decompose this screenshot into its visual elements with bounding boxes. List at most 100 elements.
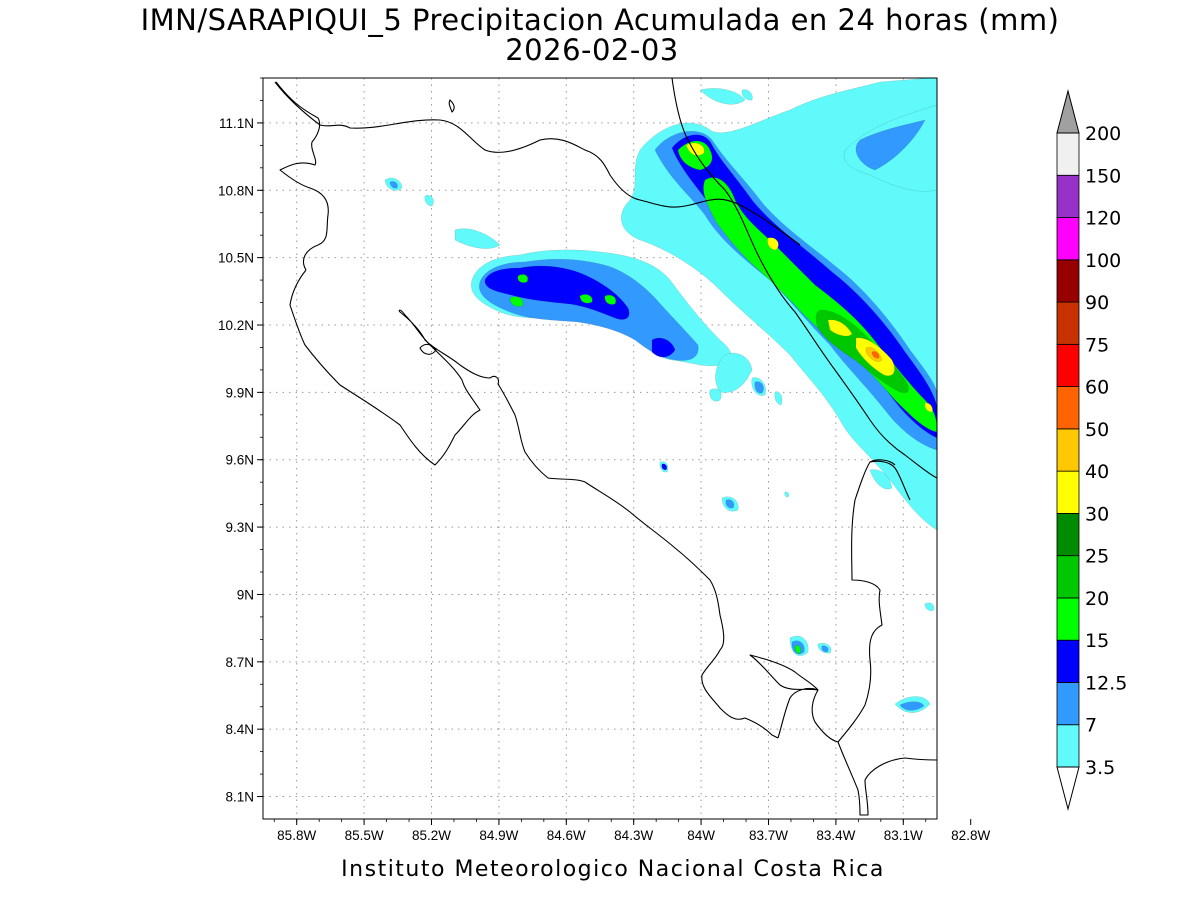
colorbar-swatch <box>1056 682 1080 726</box>
map-frame <box>262 77 938 820</box>
precip-band-3.5 <box>424 195 434 207</box>
precip-band-50 <box>871 351 880 359</box>
colorbar-swatch <box>1056 428 1080 472</box>
precip-band-3.5 <box>869 469 893 490</box>
precip-band-30 <box>924 402 933 413</box>
latitude-label: 10.2N <box>218 318 254 333</box>
colorbar-label: 7 <box>1085 715 1097 737</box>
colorbar-label: 200 <box>1085 123 1121 145</box>
precip-band-3.5 <box>709 388 722 402</box>
precip-band-15 <box>604 294 616 305</box>
precip-band-7 <box>725 499 735 509</box>
latitude-label: 11.1N <box>219 116 254 131</box>
colorbar-swatch <box>1056 597 1080 641</box>
precip-band-7 <box>754 381 764 394</box>
map-plot-area <box>263 78 937 819</box>
precip-band-30 <box>827 319 853 337</box>
precip-band-3.5 <box>924 602 935 611</box>
longitude-label: 83.1W <box>884 828 923 843</box>
latitude-label: 9.3N <box>225 520 254 535</box>
precip-band-15 <box>794 645 801 654</box>
colorbar-label: 12.5 <box>1085 672 1127 694</box>
longitude-label: 84.6W <box>547 828 586 843</box>
osa-peninsula <box>749 654 819 739</box>
precip-band-3.5 <box>715 352 753 393</box>
longitude-label: 84W <box>687 828 715 843</box>
colorbar-label: 3.5 <box>1085 757 1115 779</box>
precip-band-3.5 <box>699 88 746 105</box>
lake-outline <box>448 99 455 113</box>
precip-band-30 <box>685 142 705 156</box>
colorbar-label: 40 <box>1085 461 1109 483</box>
longitude-label: 84.9W <box>479 828 518 843</box>
precip-band-15 <box>517 274 528 283</box>
precipitation-field <box>384 78 937 713</box>
colorbar-label: 90 <box>1085 292 1109 314</box>
latitude-labels: 11.1N 10.8N 10.5N 10.2N 9.9N 9.6N 9.3N 9N 8.7N 8.… <box>218 116 254 805</box>
precip-band-3.5 <box>741 89 753 101</box>
longitude-label: 83.4W <box>816 828 855 843</box>
coastlines-and-borders <box>274 78 937 816</box>
precip-band-15 <box>509 296 524 307</box>
colorbar-label: 30 <box>1085 503 1109 525</box>
colorbar-swatch <box>1056 217 1080 261</box>
longitude-label: 85.8W <box>277 828 316 843</box>
latitude-label: 8.4N <box>225 722 254 737</box>
colorbar-label: 20 <box>1085 588 1109 610</box>
axis-ticks <box>257 77 972 825</box>
precip-band-7 <box>821 645 829 653</box>
colorbar-label: 150 <box>1085 165 1121 187</box>
colorbar-over-arrow <box>1056 89 1080 134</box>
precip-band-7 <box>855 119 926 171</box>
longitude-label: 84.3W <box>614 828 653 843</box>
map-title: IMN/SARAPIQUI_5 Precipitacion Acumulada … <box>141 3 1060 37</box>
longitude-label: 85.5W <box>345 828 384 843</box>
colorbar-swatch <box>1056 132 1080 176</box>
nicaragua-border <box>275 81 329 271</box>
colorbar-swatch <box>1056 343 1080 388</box>
colorbar-swatch <box>1056 174 1080 218</box>
caribbean-coast <box>671 78 937 479</box>
colorbar-label: 25 <box>1085 546 1109 568</box>
colorbar-under-arrow <box>1056 766 1080 811</box>
precip-band-15 <box>579 294 593 304</box>
precip-band-3.5 <box>784 491 789 498</box>
colorbar-swatch <box>1056 639 1080 683</box>
latitude-label: 9.6N <box>225 453 254 468</box>
longitude-label: 82.8W <box>951 828 990 843</box>
colorbar-swatch <box>1056 513 1080 557</box>
longitude-label: 85.2W <box>412 828 451 843</box>
precip-band-3.5 <box>454 228 501 249</box>
scattered-rain-cells <box>384 89 935 713</box>
precip-band-7 <box>899 701 925 711</box>
caribbean-rain-band <box>621 78 937 531</box>
central-rain-band <box>454 228 732 366</box>
colorbar-swatch <box>1056 724 1080 768</box>
longitude-label: 83.7W <box>749 828 788 843</box>
latitude-label: 8.7N <box>225 655 254 670</box>
precip-band-12.5 <box>661 463 667 471</box>
precip-band-7 <box>389 181 398 189</box>
colorbar-swatch <box>1056 301 1080 345</box>
panama-border <box>837 741 937 816</box>
colorbar-label: 120 <box>1085 208 1121 230</box>
latitude-label: 10.5N <box>218 251 254 266</box>
colorbar-label: 100 <box>1085 250 1121 272</box>
precip-band-3.5 <box>774 391 783 406</box>
latitude-label: 10.8N <box>218 183 254 198</box>
colorbar-swatch <box>1056 555 1080 599</box>
precip-band-30 <box>767 237 779 251</box>
colorbar-swatch <box>1056 470 1080 514</box>
pacific-coast <box>289 269 779 739</box>
panama-caribbean-coast <box>869 459 896 466</box>
institution-credit: Instituto Meteorologico Nacional Costa R… <box>341 857 885 882</box>
colorbar-swatch <box>1056 386 1080 430</box>
colorbar-label: 60 <box>1085 377 1109 399</box>
nicoya-island <box>419 343 437 355</box>
nicaragua-lake-shore <box>274 81 801 246</box>
colorbar-swatch <box>1056 259 1080 303</box>
latitude-label: 9N <box>237 587 254 602</box>
longitude-labels: 85.8W 85.5W 85.2W 84.9W 84.6W 84.3W 84W 83.7W 83… <box>277 828 990 843</box>
colorbar-label: 75 <box>1085 334 1109 356</box>
